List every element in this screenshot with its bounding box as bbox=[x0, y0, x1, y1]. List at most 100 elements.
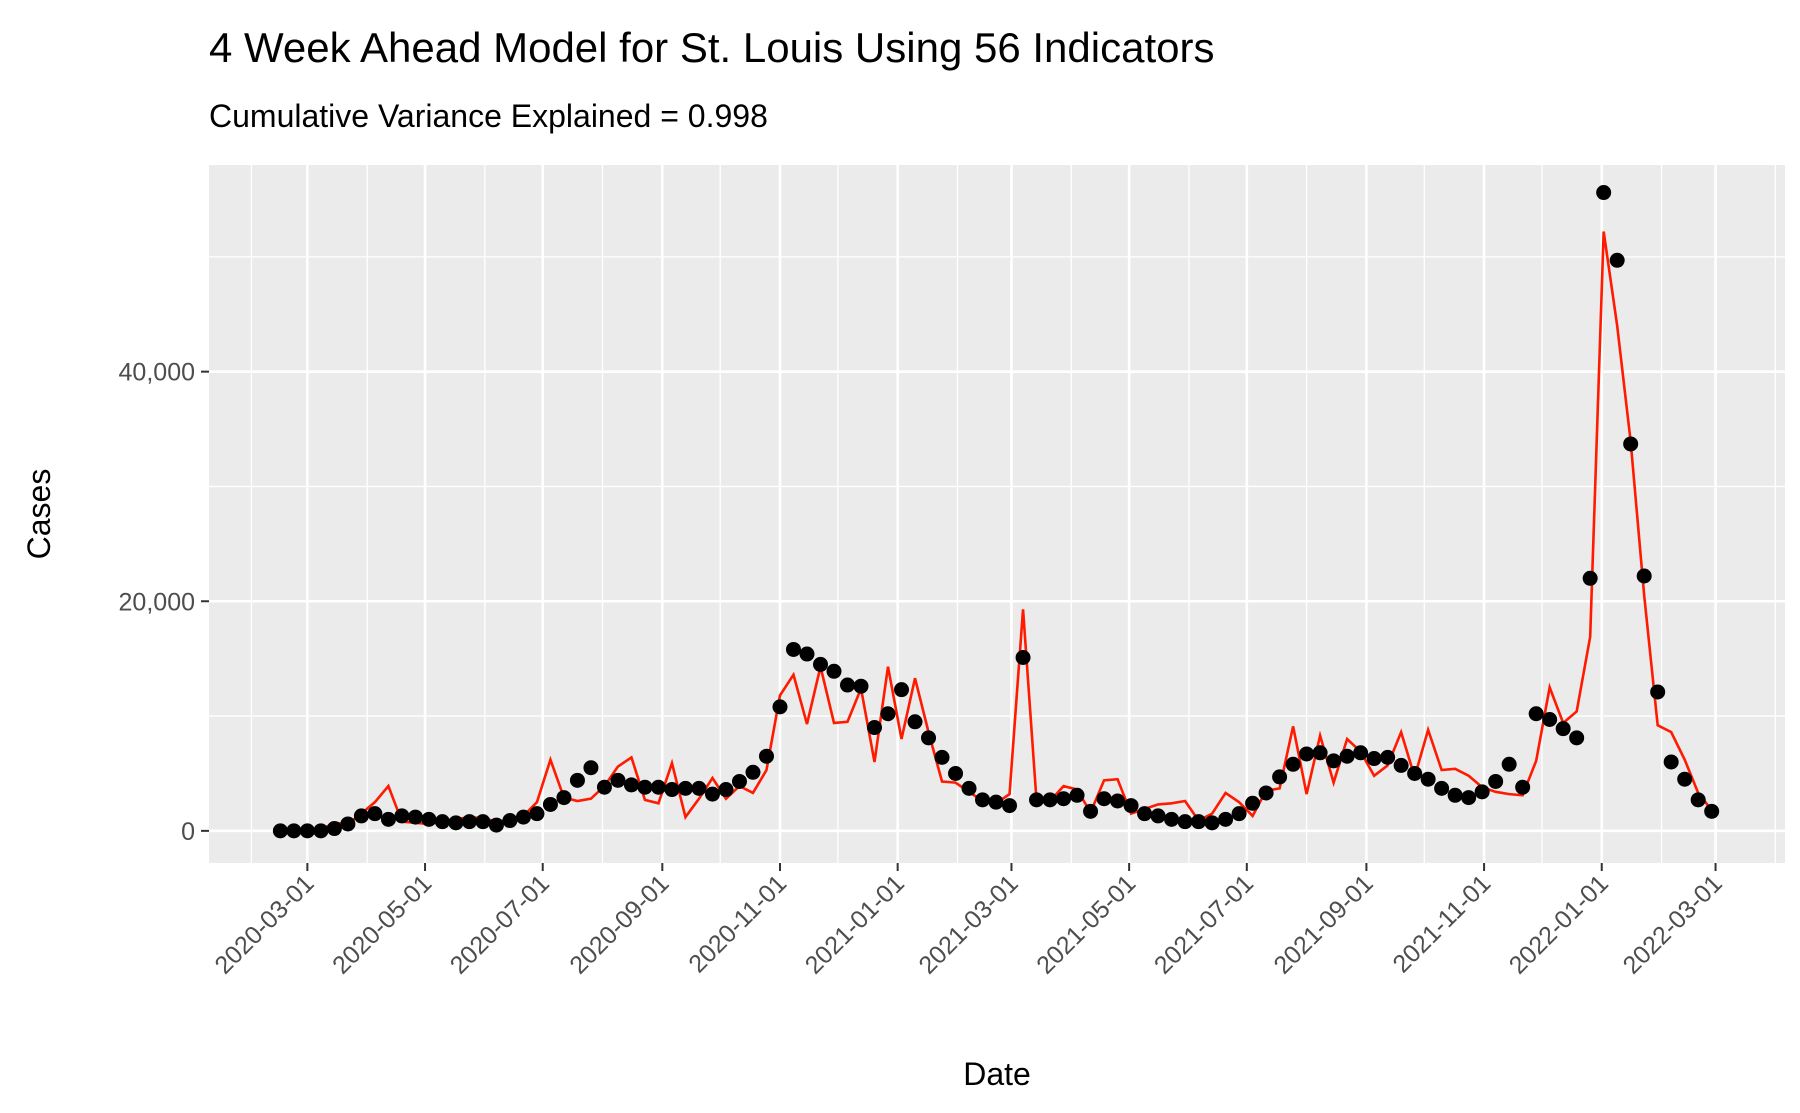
point bbox=[1677, 771, 1693, 787]
point bbox=[502, 813, 518, 829]
x-tick-label: 2021-09-01 bbox=[1268, 869, 1378, 979]
point bbox=[1596, 185, 1612, 201]
point bbox=[1015, 650, 1031, 666]
point bbox=[542, 796, 558, 812]
point bbox=[407, 809, 423, 825]
x-tick-label: 2020-07-01 bbox=[445, 869, 555, 979]
point bbox=[1704, 803, 1720, 819]
point bbox=[880, 706, 896, 722]
point bbox=[596, 779, 612, 795]
x-tick-label: 2021-11-01 bbox=[1387, 869, 1496, 978]
x-tick-label: 2022-03-01 bbox=[1618, 869, 1728, 979]
point bbox=[1177, 814, 1193, 830]
point bbox=[1204, 815, 1220, 831]
point bbox=[1447, 787, 1463, 803]
point bbox=[1380, 749, 1396, 765]
point bbox=[1501, 756, 1517, 772]
point bbox=[772, 699, 788, 715]
point bbox=[313, 823, 329, 839]
point bbox=[286, 823, 302, 839]
point bbox=[1366, 751, 1382, 767]
point bbox=[515, 809, 531, 825]
x-tick-label: 2021-05-01 bbox=[1031, 869, 1141, 979]
point bbox=[380, 811, 396, 827]
point bbox=[1515, 779, 1531, 795]
point bbox=[1420, 771, 1436, 787]
point bbox=[1353, 745, 1369, 761]
point bbox=[691, 780, 707, 796]
x-tick-label: 2022-01-01 bbox=[1504, 869, 1614, 979]
point bbox=[677, 780, 693, 796]
y-axis-title: Cases bbox=[21, 469, 57, 560]
point bbox=[921, 730, 937, 746]
point bbox=[448, 815, 464, 831]
point bbox=[1299, 746, 1315, 762]
point bbox=[326, 821, 342, 837]
chart-subtitle: Cumulative Variance Explained = 0.998 bbox=[209, 98, 768, 134]
point bbox=[1137, 806, 1153, 822]
point bbox=[1569, 730, 1585, 746]
point bbox=[975, 792, 991, 808]
point bbox=[907, 714, 923, 730]
point bbox=[1555, 721, 1571, 737]
point bbox=[1083, 803, 1099, 819]
point bbox=[1218, 811, 1234, 827]
point bbox=[1312, 745, 1328, 761]
point bbox=[704, 786, 720, 802]
point bbox=[1326, 753, 1342, 769]
point bbox=[1285, 756, 1301, 772]
point bbox=[1528, 706, 1544, 722]
point bbox=[1245, 795, 1261, 811]
y-tick-label: 0 bbox=[181, 818, 195, 846]
point bbox=[731, 773, 747, 789]
point bbox=[529, 806, 545, 822]
point bbox=[475, 814, 491, 830]
x-tick-label: 2020-11-01 bbox=[683, 869, 792, 978]
point bbox=[853, 678, 869, 694]
x-tick-label: 2020-05-01 bbox=[327, 869, 437, 979]
point bbox=[1650, 684, 1666, 700]
point bbox=[1623, 436, 1639, 452]
point bbox=[1663, 754, 1679, 770]
point bbox=[434, 814, 450, 830]
point bbox=[1474, 784, 1490, 800]
point bbox=[1690, 792, 1706, 808]
point bbox=[569, 772, 585, 788]
point bbox=[1150, 808, 1166, 824]
point bbox=[623, 777, 639, 793]
point bbox=[1164, 811, 1180, 827]
point bbox=[785, 641, 801, 657]
point bbox=[799, 646, 815, 662]
point bbox=[1069, 787, 1085, 803]
point bbox=[421, 811, 437, 827]
y-tick-label: 40,000 bbox=[119, 359, 195, 387]
point bbox=[745, 764, 761, 780]
point bbox=[1393, 757, 1409, 773]
point bbox=[961, 780, 977, 796]
point bbox=[1258, 785, 1274, 801]
x-tick-label: 2021-03-01 bbox=[913, 869, 1023, 979]
point bbox=[461, 814, 477, 830]
point bbox=[1339, 748, 1355, 764]
x-tick-label: 2021-01-01 bbox=[800, 869, 910, 979]
point bbox=[1002, 798, 1018, 814]
point bbox=[1636, 568, 1652, 584]
point bbox=[1542, 711, 1558, 727]
point bbox=[650, 779, 666, 795]
point bbox=[1110, 793, 1126, 809]
point bbox=[1582, 570, 1598, 586]
point bbox=[718, 782, 734, 798]
point bbox=[367, 806, 383, 822]
point bbox=[556, 790, 572, 806]
point bbox=[948, 765, 964, 781]
point bbox=[1434, 780, 1450, 796]
point bbox=[353, 808, 369, 824]
point bbox=[272, 823, 288, 839]
point bbox=[488, 817, 504, 833]
point bbox=[812, 656, 828, 672]
point bbox=[583, 760, 599, 776]
point bbox=[1231, 806, 1247, 822]
point bbox=[664, 782, 680, 798]
point bbox=[610, 772, 626, 788]
